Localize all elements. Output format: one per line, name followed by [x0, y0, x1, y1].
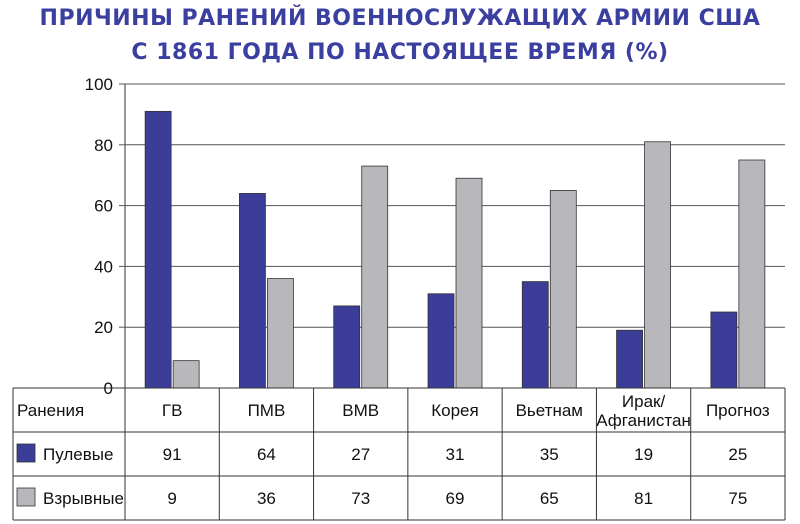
chart-title-line-1: ПРИЧИНЫ РАНЕНИЙ ВОЕННОСЛУЖАЩИХ АРМИИ США: [39, 6, 761, 31]
bar-bullet: [616, 329, 643, 389]
data-label: 19: [634, 445, 653, 464]
data-label: 91: [163, 445, 182, 464]
data-label: 65: [540, 489, 559, 508]
data-label: 35: [540, 445, 559, 464]
data-label: 81: [634, 489, 653, 508]
bar-bullet: [710, 311, 738, 389]
bar-bullet: [333, 305, 361, 389]
data-label: 9: [167, 489, 176, 508]
data-label: 27: [351, 445, 370, 464]
bar-explosive: [549, 189, 577, 389]
category-label: ПМВ: [248, 401, 286, 420]
bar-explosive: [361, 165, 389, 389]
legend-swatch-bullet: [16, 443, 36, 463]
category-label: ВМВ: [342, 401, 379, 420]
data-label: 36: [257, 489, 276, 508]
category-label: Прогноз: [706, 401, 770, 420]
bar-bullet: [239, 193, 266, 389]
y-tick-label: 60: [94, 197, 113, 216]
y-tick-label: 100: [85, 75, 113, 94]
data-label: 73: [351, 489, 370, 508]
category-label: ГВ: [162, 401, 183, 420]
data-label: 64: [257, 445, 276, 464]
legend-label-explosive: Взрывные: [43, 489, 124, 508]
category-label: Вьетнам: [516, 401, 583, 420]
legend-swatch-explosive: [16, 487, 36, 507]
bar-explosive: [644, 141, 671, 389]
category-label-line: Афганистан: [596, 411, 691, 430]
data-label: 31: [446, 445, 465, 464]
bar-bullet: [521, 281, 549, 389]
bar-bullet: [427, 293, 455, 389]
data-label: 75: [728, 489, 747, 508]
bar-explosive: [738, 159, 766, 389]
y-tick-label: 20: [94, 318, 113, 337]
bar-bullet: [144, 110, 172, 389]
bar-explosive: [172, 360, 200, 389]
data-label: 25: [728, 445, 747, 464]
bar-explosive: [455, 177, 483, 389]
y-tick-label: 80: [94, 136, 113, 155]
table-header-label: Ранения: [17, 401, 84, 420]
bar-explosive: [267, 278, 294, 389]
y-tick-label: 40: [94, 257, 113, 276]
category-label: Корея: [431, 401, 478, 420]
data-label: 69: [446, 489, 465, 508]
legend-label-bullet: Пулевые: [43, 445, 113, 464]
chart-title-line-2: С 1861 ГОДА ПО НАСТОЯЩЕЕ ВРЕМЯ (%): [131, 40, 669, 65]
category-label-line: Ирак/: [622, 392, 666, 411]
